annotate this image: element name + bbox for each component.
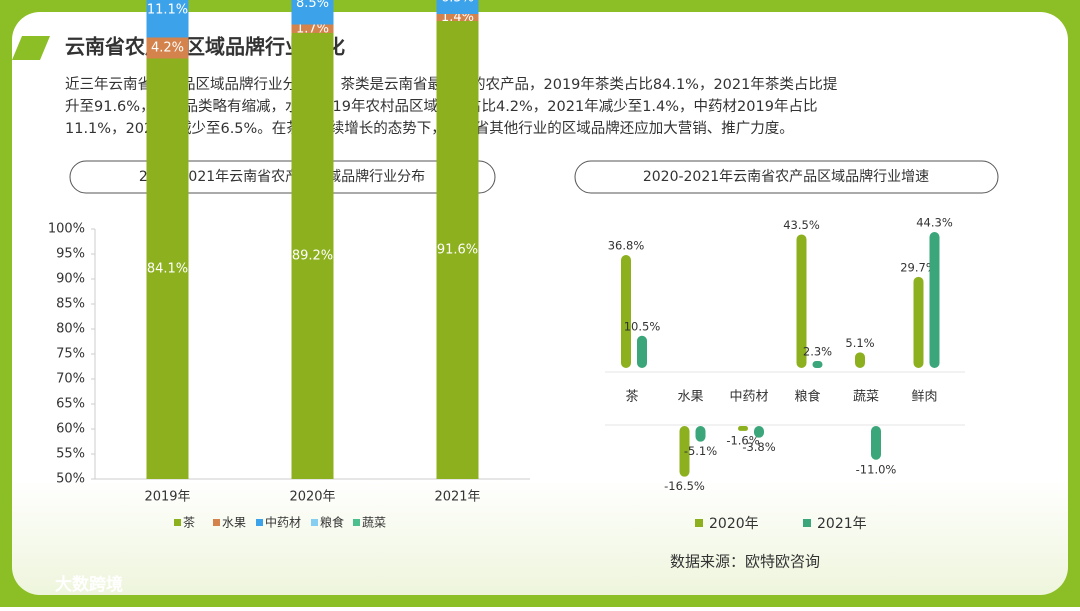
bar — [621, 255, 631, 368]
value-label: 84.1% — [147, 261, 188, 276]
y-tick-label: 60% — [56, 422, 85, 437]
panel — [12, 12, 1068, 595]
legend-label: 蔬菜 — [362, 516, 386, 530]
bar — [913, 276, 924, 368]
x-tick-label: 鲜肉 — [911, 390, 937, 405]
x-tick-label: 蔬菜 — [853, 390, 879, 405]
x-tick-label: 水果 — [677, 390, 703, 405]
bar-segment — [436, 0, 479, 14]
bar-segment — [436, 14, 479, 21]
value-label: 89.2% — [292, 249, 333, 264]
bar — [871, 426, 881, 460]
value-label: -1.6% — [726, 433, 759, 447]
value-label: 2.3% — [803, 344, 832, 358]
value-label: 29.7% — [900, 260, 937, 274]
value-label: 43.5% — [783, 218, 820, 232]
legend-label: 茶 — [183, 515, 195, 530]
bar-segment — [146, 37, 189, 59]
y-tick-label: 55% — [56, 447, 85, 462]
legend-marker — [803, 519, 811, 527]
chart-title: 2020-2021年云南省农产品区域品牌行业增速 — [643, 168, 929, 185]
value-label: 44.3% — [916, 215, 953, 229]
y-tick-label: 70% — [56, 372, 85, 387]
y-tick-label: 80% — [56, 322, 85, 337]
legend-marker — [311, 519, 318, 526]
value-label: -5.1% — [684, 444, 717, 458]
legend-marker — [353, 519, 360, 526]
bar — [754, 426, 764, 438]
y-tick-label: 50% — [56, 472, 85, 487]
bar — [738, 426, 748, 431]
bar — [679, 426, 690, 477]
x-tick-label: 中药材 — [729, 390, 768, 405]
legend-marker — [213, 519, 220, 526]
watermark: 大数跨境 — [55, 574, 123, 595]
bar — [855, 352, 865, 368]
x-tick-label: 2019年 — [144, 490, 190, 505]
x-tick-label: 茶 — [625, 389, 638, 405]
y-tick-label: 100% — [48, 222, 85, 237]
legend-label: 中药材 — [265, 515, 301, 530]
x-tick-label: 粮食 — [794, 389, 820, 405]
legend-label: 水果 — [222, 516, 246, 530]
y-tick-label: 65% — [56, 397, 85, 412]
bar — [929, 231, 940, 368]
value-label: 10.5% — [624, 319, 661, 333]
bar-segment — [146, 58, 189, 479]
bar — [695, 426, 706, 442]
value-label: -3.8% — [742, 440, 775, 454]
bar-segment — [291, 24, 334, 33]
value-label: 1.7% — [296, 21, 329, 36]
y-tick-label: 95% — [56, 247, 85, 262]
y-tick-label: 75% — [56, 347, 85, 362]
value-label: 4.2% — [151, 41, 184, 56]
desc-line: 11.1%，2021年减少至6.5%。在茶叶持续增长的态势下，云南省其他行业的区… — [65, 119, 794, 137]
x-tick-label: 2020年 — [289, 490, 335, 505]
legend-label: 2020年 — [709, 516, 759, 532]
bar-segment — [146, 0, 189, 38]
legend-marker — [695, 519, 703, 527]
y-tick-label: 90% — [56, 272, 85, 287]
x-tick-label: 2021年 — [434, 490, 480, 505]
chart-title: 2019-2021年云南省农产品区域品牌行业分布 — [139, 168, 425, 185]
chart-title-box — [574, 160, 999, 194]
value-label: 8.5% — [296, 0, 329, 11]
value-label: 91.6% — [437, 243, 478, 258]
bar — [796, 234, 807, 368]
value-label: -16.5% — [664, 479, 705, 493]
title-icon — [12, 36, 50, 60]
legend-marker — [174, 519, 181, 526]
bar — [812, 360, 823, 368]
legend-label: 2021年 — [817, 516, 867, 532]
value-label: 5.1% — [845, 336, 874, 350]
value-label: 11.1% — [147, 2, 188, 17]
legend-marker — [256, 519, 263, 526]
value-label: 36.8% — [608, 239, 645, 253]
source: 数据来源：欧特欧咨询 — [670, 553, 820, 571]
y-tick-label: 85% — [56, 297, 85, 312]
legend-label: 粮食 — [320, 515, 344, 530]
bar — [637, 335, 647, 368]
bar-segment — [291, 33, 334, 479]
value-label: -11.0% — [856, 462, 897, 476]
bar-segment — [436, 21, 479, 479]
bar-segment — [291, 0, 334, 25]
value-label: 6.5% — [441, 0, 474, 5]
